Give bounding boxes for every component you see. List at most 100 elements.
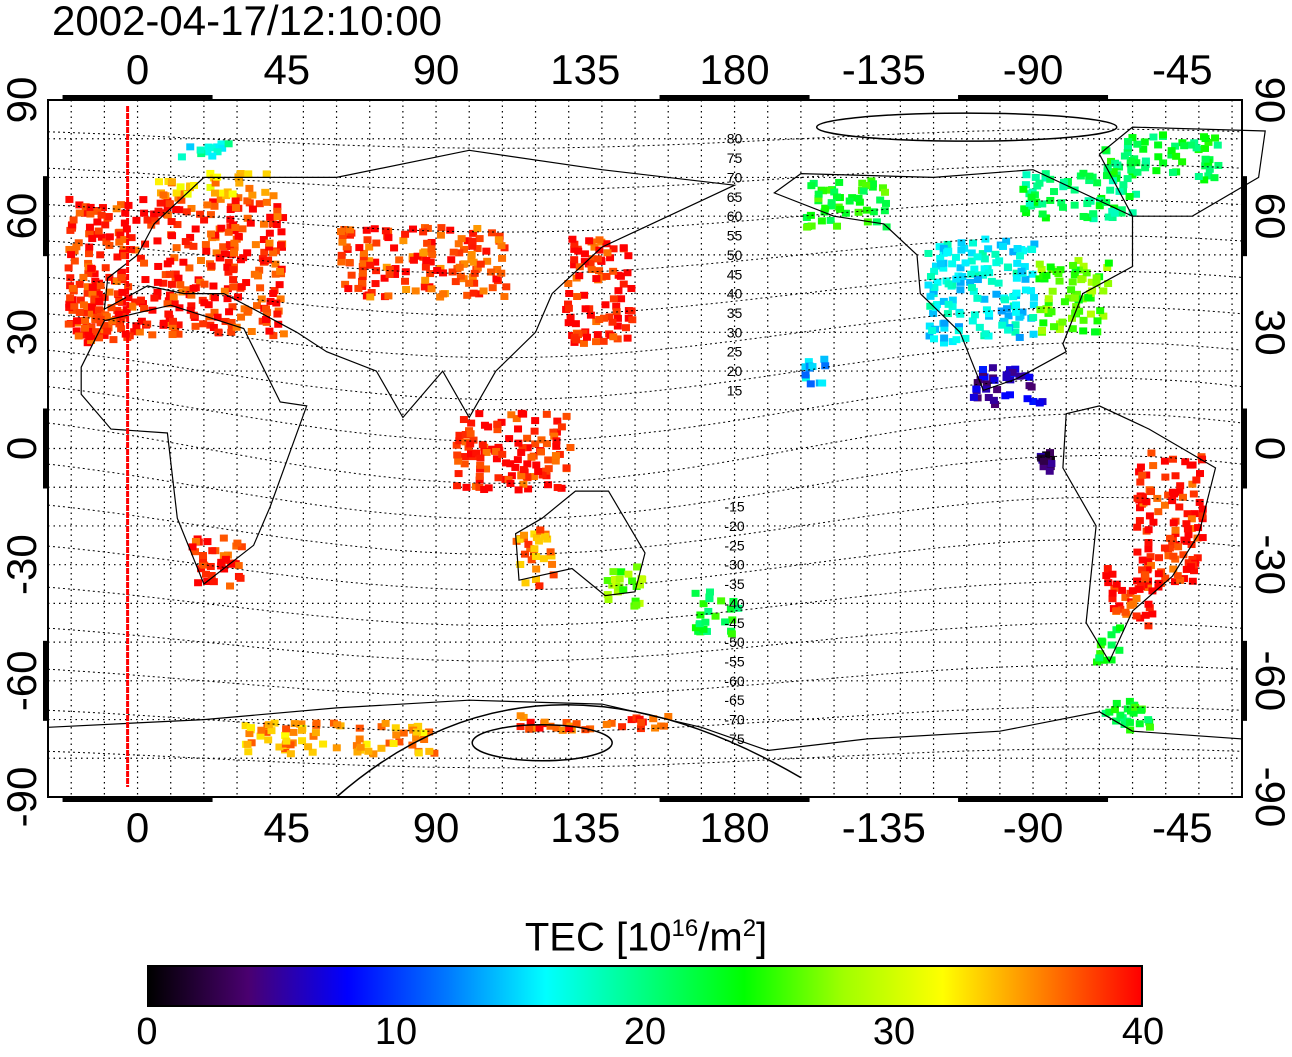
frame-tick-bar xyxy=(43,176,48,257)
bottom-lon-label: 45 xyxy=(263,804,310,851)
right-lat-label: -60 xyxy=(1247,650,1292,711)
contour-label: -60 xyxy=(724,673,744,689)
contour-label: -55 xyxy=(724,653,744,669)
frame-tick-bar xyxy=(659,797,810,802)
magnetic-contour xyxy=(47,377,1243,443)
contour-label: 30 xyxy=(727,324,743,340)
south-pole-contour-inner xyxy=(471,724,613,762)
colorbar-title: TEC [1016/m2] xyxy=(0,905,1292,961)
colorbar-title-unit: /m xyxy=(698,915,743,960)
frame-tick-bar xyxy=(1242,408,1247,489)
magnetic-contour xyxy=(47,748,1243,769)
contour-label: 25 xyxy=(727,344,743,360)
tec-data-layer xyxy=(64,131,1223,758)
colorbar-title-unit-exponent: 2 xyxy=(742,915,757,942)
frame-tick-bar xyxy=(62,797,213,802)
left-lat-label: -30 xyxy=(0,534,45,595)
tec-region-patagonia xyxy=(1093,624,1125,666)
colorbar-tick-30: 30 xyxy=(872,1011,916,1053)
magnetic-contour xyxy=(47,413,1243,484)
frame-tick-bar xyxy=(43,408,48,489)
contour-label: 65 xyxy=(727,189,743,205)
north-pole-contour xyxy=(815,112,1118,142)
magnetic-contour xyxy=(47,454,1243,520)
magnetic-contour xyxy=(47,128,1243,149)
top-lon-label: 180 xyxy=(700,46,770,93)
contour-label: 75 xyxy=(727,150,743,166)
frame-tick-bar xyxy=(62,95,213,100)
coastline-antarctica xyxy=(47,699,1243,798)
contour-label: 40 xyxy=(727,286,743,302)
contour-label: 15 xyxy=(727,382,743,398)
bottom-lon-label: 135 xyxy=(550,804,620,851)
top-lon-label: -90 xyxy=(1003,46,1064,93)
contour-label: 70 xyxy=(727,169,743,185)
coastline-europe-asia xyxy=(103,149,737,419)
tec-region-central-america xyxy=(969,364,1047,409)
magnetic-contour xyxy=(47,341,1243,401)
top-lon-label: 0 xyxy=(126,46,149,93)
contour-label: -75 xyxy=(724,731,744,747)
right-lat-label: 90 xyxy=(1247,77,1292,124)
right-lat-label: 60 xyxy=(1247,193,1292,240)
contour-label: 45 xyxy=(727,266,743,282)
colorbar-title-text: TEC [10 xyxy=(524,915,672,960)
contour-label: -65 xyxy=(724,692,744,708)
right-lat-label: -90 xyxy=(1247,767,1292,828)
contour-label: 80 xyxy=(727,131,743,147)
frame-tick-bar xyxy=(1242,176,1247,257)
magnetic-contour xyxy=(47,199,1243,233)
tec-region-se-australia xyxy=(603,563,647,610)
top-lon-label: 135 xyxy=(550,46,620,93)
contour-label: -20 xyxy=(724,518,744,534)
frame-tick-bar xyxy=(659,95,810,100)
magnetic-contour xyxy=(47,496,1243,556)
tec-region-new-zealand xyxy=(691,588,743,638)
coastline-south-america xyxy=(1062,405,1217,663)
colorbar-tick-20: 20 xyxy=(623,1011,667,1053)
contour-label: 35 xyxy=(727,305,743,321)
left-lat-label: -60 xyxy=(0,650,45,711)
magnetic-contour xyxy=(47,270,1243,317)
tec-region-arctic-europe xyxy=(154,169,278,200)
map-axis-labels: 80 75 70 65 60 55 50 45 40 35 30 25 20 15 -15 -20 -25 -30… xyxy=(0,46,1292,851)
left-lat-label: 0 xyxy=(0,437,45,460)
tec-colorbar xyxy=(147,965,1143,1007)
contour-label: -30 xyxy=(724,557,744,573)
tec-region-hawaii xyxy=(801,355,830,388)
contour-label: -40 xyxy=(724,595,744,611)
left-lat-label: 60 xyxy=(0,193,45,240)
tec-region-west-australia xyxy=(512,526,558,590)
coastline-africa xyxy=(80,304,308,585)
contour-label: -50 xyxy=(724,634,744,650)
map-grid xyxy=(48,100,1242,797)
contour-label: -70 xyxy=(724,712,744,728)
magnetic-contour xyxy=(47,538,1243,591)
magnetic-contour xyxy=(47,664,1243,698)
left-lat-label: 30 xyxy=(0,309,45,356)
right-lat-label: -30 xyxy=(1247,534,1292,595)
tec-region-africa-south xyxy=(188,534,246,590)
colorbar-title-close: ] xyxy=(756,915,768,960)
south-pole-contour-outer xyxy=(336,704,802,798)
frame-tick-bar xyxy=(1242,640,1247,721)
left-lat-label: 90 xyxy=(0,77,45,124)
contour-label: 50 xyxy=(727,247,743,263)
magnetic-contour xyxy=(47,306,1243,359)
frame-tick-bar xyxy=(43,640,48,721)
colorbar-tick-0: 0 xyxy=(136,1011,158,1053)
magnetic-contours xyxy=(47,112,1243,798)
coastlines xyxy=(47,126,1266,798)
left-lat-label: -90 xyxy=(0,767,45,828)
coastline-greenland xyxy=(1098,126,1266,217)
bottom-lon-label: -90 xyxy=(1003,804,1064,851)
magnetic-contour xyxy=(47,164,1243,191)
bottom-lon-label: -45 xyxy=(1152,804,1213,851)
tec-region-indonesia xyxy=(452,409,575,494)
bottom-lon-label: -135 xyxy=(842,804,926,851)
coastline-north-america xyxy=(773,169,1134,392)
magnetic-contour xyxy=(47,706,1243,733)
colorbar-tick-40: 40 xyxy=(1121,1011,1165,1053)
frame-tick-bar xyxy=(958,797,1109,802)
